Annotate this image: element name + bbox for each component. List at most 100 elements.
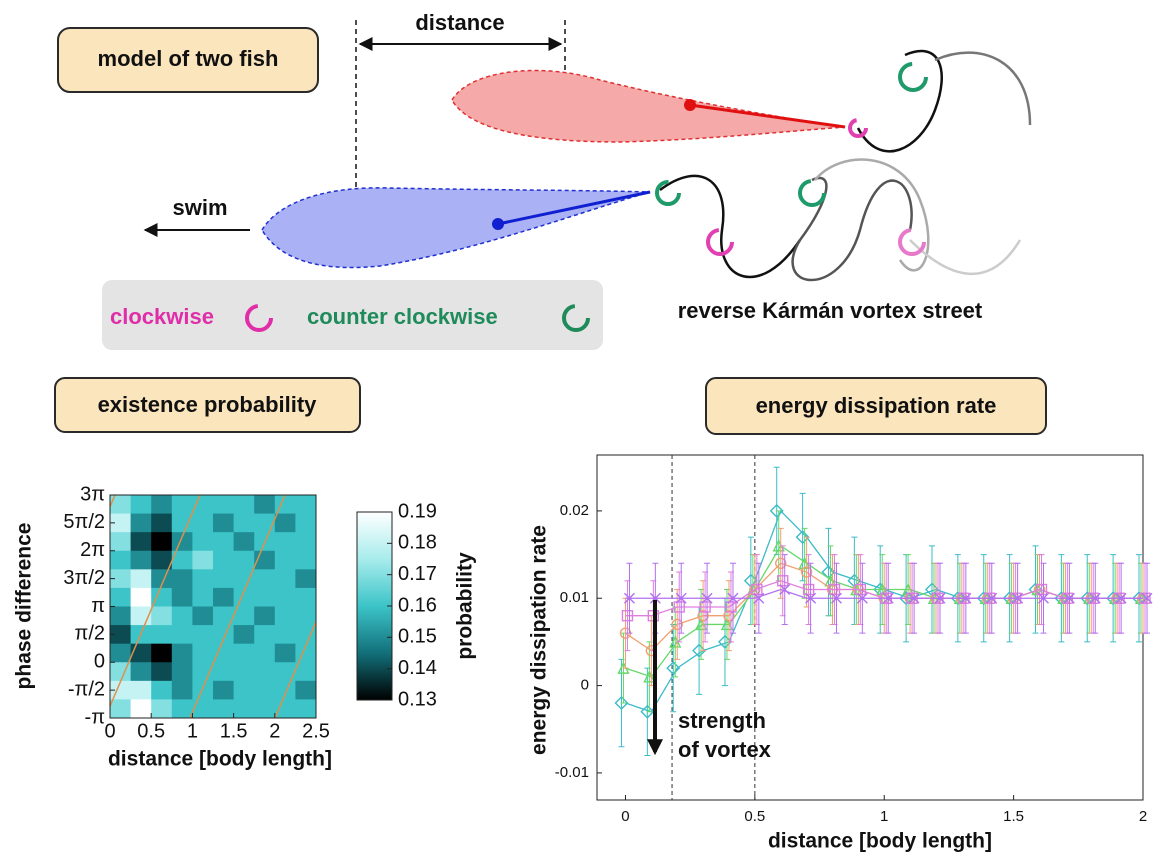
cell bbox=[213, 680, 235, 700]
marker bbox=[1063, 592, 1075, 604]
y-tick-label: π/2 bbox=[75, 623, 105, 645]
cell bbox=[130, 587, 152, 607]
cell bbox=[110, 699, 132, 719]
marker bbox=[614, 696, 629, 711]
cell bbox=[274, 625, 296, 645]
cell bbox=[130, 662, 152, 682]
cell bbox=[171, 532, 193, 552]
cell bbox=[151, 662, 173, 682]
x-tick-label: 0.5 bbox=[137, 720, 165, 742]
cell bbox=[110, 606, 132, 626]
cell bbox=[213, 513, 235, 533]
cell bbox=[254, 662, 276, 682]
x-tick-label: 1 bbox=[187, 720, 198, 742]
cell bbox=[171, 662, 193, 682]
line-chart: 0 0.5 1 1.5 2 -0.01 0 0.01 0.02 bbox=[555, 455, 1153, 825]
y-axis-label: phase difference bbox=[13, 523, 36, 690]
marker bbox=[830, 592, 842, 604]
cell bbox=[151, 643, 173, 663]
marker bbox=[775, 557, 787, 570]
marker bbox=[723, 610, 735, 622]
cell bbox=[171, 495, 193, 515]
series-line bbox=[625, 588, 1143, 599]
swim-label: swim bbox=[172, 195, 227, 220]
marker bbox=[640, 704, 655, 719]
cell bbox=[130, 569, 152, 589]
cell bbox=[213, 569, 235, 589]
marker bbox=[769, 503, 784, 518]
cell bbox=[130, 513, 152, 533]
cell bbox=[274, 587, 296, 607]
colorbar-tick-label: 0.15 bbox=[398, 626, 437, 648]
cell bbox=[151, 699, 173, 719]
cell bbox=[233, 643, 255, 663]
cell bbox=[171, 587, 193, 607]
fish-spine bbox=[689, 103, 846, 129]
colorbar-tick-label: 0.16 bbox=[398, 594, 437, 616]
title-box bbox=[705, 377, 1047, 435]
wake bbox=[659, 174, 802, 279]
cell bbox=[213, 550, 235, 570]
cell bbox=[151, 680, 173, 700]
colorbar bbox=[356, 511, 393, 701]
colorbar-label: probability bbox=[454, 552, 477, 660]
colorbar-tick-label: 0.14 bbox=[398, 657, 437, 679]
distance-label: distance bbox=[415, 10, 504, 35]
cell bbox=[274, 680, 296, 700]
cell bbox=[171, 550, 193, 570]
cell bbox=[295, 606, 317, 626]
cell bbox=[192, 569, 214, 589]
cell bbox=[295, 569, 317, 589]
cell bbox=[151, 606, 173, 626]
cell bbox=[274, 606, 296, 626]
cell bbox=[130, 532, 152, 552]
title-box bbox=[54, 377, 361, 433]
y-tick-label: 3π bbox=[80, 483, 105, 505]
cell bbox=[110, 495, 132, 515]
panel-title: energy dissipation rate bbox=[756, 393, 997, 418]
cell bbox=[130, 550, 152, 570]
marker bbox=[805, 592, 817, 604]
cell bbox=[151, 532, 173, 552]
x-tick-label: 1 bbox=[880, 808, 888, 825]
cell bbox=[274, 569, 296, 589]
cell bbox=[254, 587, 276, 607]
marker bbox=[802, 583, 815, 596]
marker bbox=[828, 583, 841, 596]
fish-red bbox=[451, 69, 846, 143]
marker bbox=[727, 592, 739, 604]
x-tick-label: 2 bbox=[269, 720, 280, 742]
cell bbox=[130, 680, 152, 700]
cell bbox=[274, 699, 296, 719]
icon bbox=[562, 304, 590, 332]
cell bbox=[130, 699, 152, 719]
cell bbox=[192, 513, 214, 533]
cell bbox=[110, 532, 132, 552]
cell bbox=[213, 699, 235, 719]
cell bbox=[254, 699, 276, 719]
marker bbox=[694, 617, 708, 631]
colorbar-tick-label: 0.19 bbox=[398, 500, 437, 522]
marker bbox=[934, 592, 946, 604]
cell bbox=[254, 625, 276, 645]
fish-head bbox=[492, 218, 504, 230]
marker bbox=[882, 592, 894, 604]
marker bbox=[986, 592, 998, 604]
cell bbox=[192, 680, 214, 700]
colorbar-tick-label: 0.18 bbox=[398, 532, 437, 554]
cell bbox=[110, 587, 132, 607]
fish-head bbox=[684, 99, 696, 111]
cell bbox=[213, 643, 235, 663]
marker bbox=[795, 530, 810, 545]
cell bbox=[151, 495, 173, 515]
cell bbox=[151, 587, 173, 607]
marker bbox=[673, 601, 685, 613]
y-tick-label: -0.01 bbox=[555, 764, 589, 781]
marker bbox=[751, 583, 763, 596]
y-tick-label: π bbox=[91, 595, 105, 617]
cell bbox=[213, 662, 235, 682]
cell bbox=[233, 513, 255, 533]
marker bbox=[908, 592, 920, 604]
marker bbox=[623, 592, 635, 604]
